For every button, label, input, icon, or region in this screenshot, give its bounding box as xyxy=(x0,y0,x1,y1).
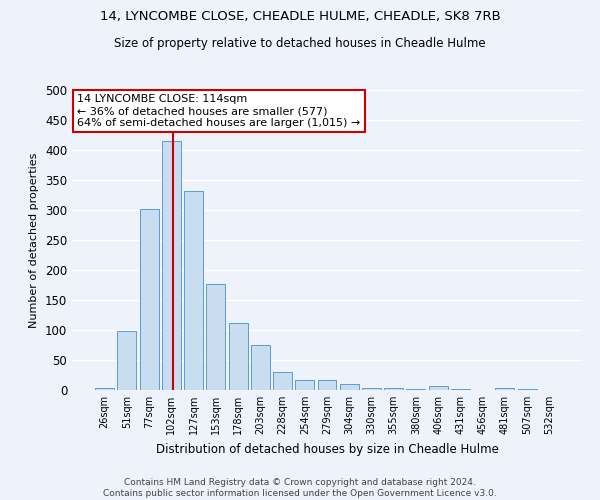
Bar xyxy=(206,284,225,390)
Text: Contains HM Land Registry data © Crown copyright and database right 2024.
Contai: Contains HM Land Registry data © Crown c… xyxy=(103,478,497,498)
Bar xyxy=(496,388,514,390)
Bar xyxy=(273,372,292,390)
Bar xyxy=(162,141,181,390)
Bar xyxy=(251,345,270,390)
Bar xyxy=(340,384,359,390)
Bar xyxy=(406,389,425,390)
X-axis label: Distribution of detached houses by size in Cheadle Hulme: Distribution of detached houses by size … xyxy=(155,442,499,456)
Bar xyxy=(140,209,158,390)
Text: 14, LYNCOMBE CLOSE, CHEADLE HULME, CHEADLE, SK8 7RB: 14, LYNCOMBE CLOSE, CHEADLE HULME, CHEAD… xyxy=(100,10,500,23)
Bar xyxy=(362,388,381,390)
Bar xyxy=(229,324,248,390)
Bar xyxy=(95,388,114,390)
Bar xyxy=(317,380,337,390)
Y-axis label: Number of detached properties: Number of detached properties xyxy=(29,152,40,328)
Text: Size of property relative to detached houses in Cheadle Hulme: Size of property relative to detached ho… xyxy=(114,38,486,51)
Bar xyxy=(184,191,203,390)
Bar xyxy=(384,388,403,390)
Text: 14 LYNCOMBE CLOSE: 114sqm
← 36% of detached houses are smaller (577)
64% of semi: 14 LYNCOMBE CLOSE: 114sqm ← 36% of detac… xyxy=(77,94,361,128)
Bar xyxy=(118,330,136,390)
Bar xyxy=(429,386,448,390)
Bar xyxy=(295,380,314,390)
